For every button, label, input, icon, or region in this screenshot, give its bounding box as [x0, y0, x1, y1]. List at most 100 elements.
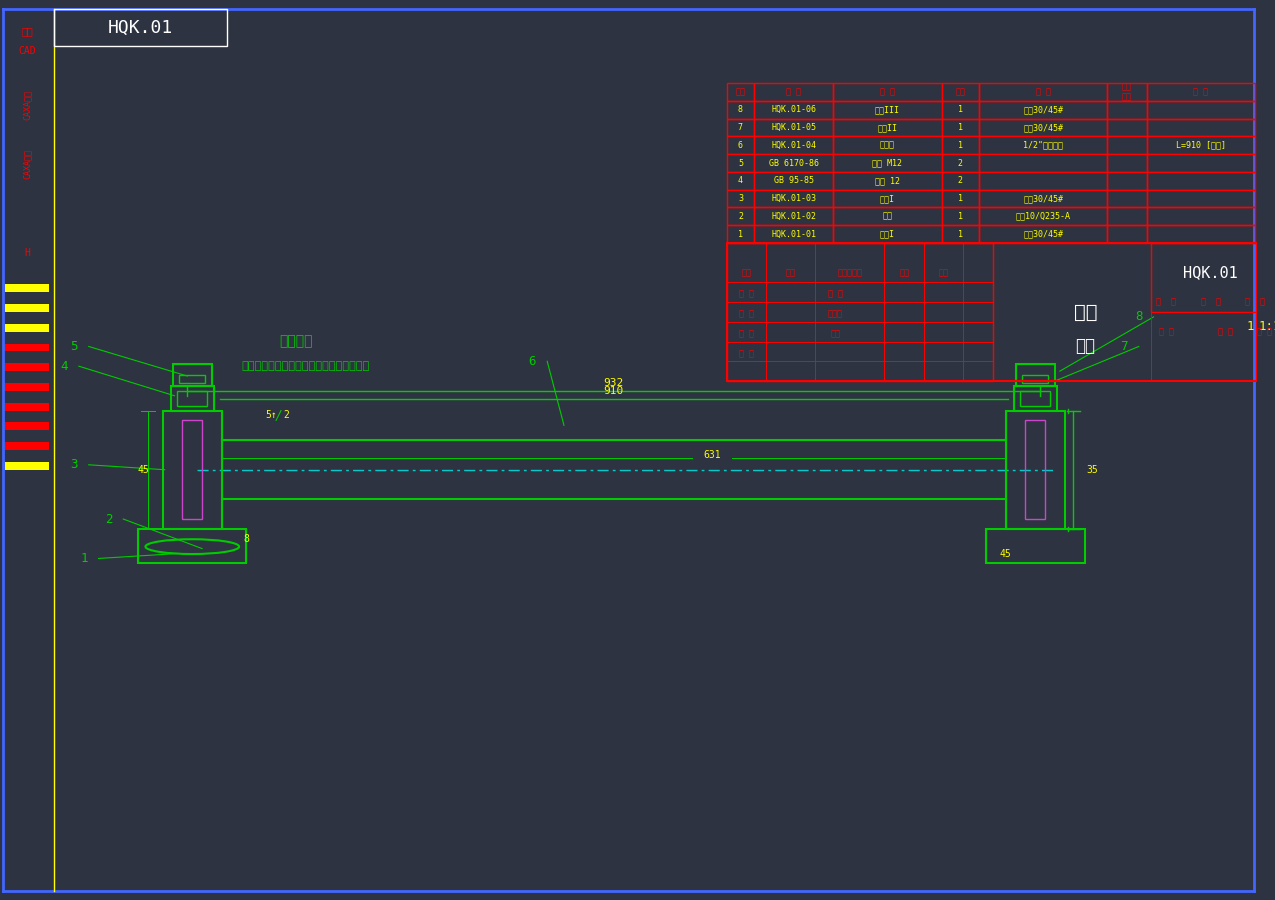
Text: 第 张: 第 张	[1218, 328, 1233, 337]
Text: 2: 2	[958, 158, 963, 167]
Bar	[833, 172, 941, 190]
Text: 共  张: 共 张	[1156, 298, 1176, 307]
Bar	[5, 442, 50, 450]
Bar	[833, 137, 941, 154]
Bar	[755, 172, 833, 190]
Text: 4: 4	[60, 360, 68, 373]
Bar	[727, 243, 993, 381]
Text: 45: 45	[138, 464, 149, 474]
Bar	[1146, 190, 1255, 208]
Text: 序号: 序号	[736, 87, 746, 96]
Bar	[941, 137, 979, 154]
Bar	[1146, 208, 1255, 225]
Text: 6: 6	[529, 355, 537, 368]
Bar	[5, 422, 50, 430]
Bar	[979, 101, 1107, 119]
Bar	[979, 172, 1107, 190]
Bar	[755, 119, 833, 137]
Bar	[941, 172, 979, 190]
Text: 8: 8	[738, 105, 743, 114]
Text: 技术要求: 技术要求	[279, 335, 312, 348]
Bar	[5, 324, 50, 332]
Bar	[1107, 137, 1146, 154]
Text: 2: 2	[105, 512, 112, 526]
Text: 单件
重量: 单件 重量	[1122, 83, 1132, 102]
Bar	[182, 420, 203, 519]
Text: 910: 910	[603, 386, 623, 396]
Text: 签名: 签名	[22, 26, 33, 36]
Text: 日 期: 日 期	[738, 349, 754, 358]
Text: 第  张: 第 张	[1201, 298, 1220, 307]
Bar	[755, 190, 833, 208]
Bar	[941, 208, 979, 225]
Text: 垓圈 12: 垓圈 12	[875, 176, 900, 185]
Bar	[1146, 137, 1255, 154]
Bar	[1107, 154, 1146, 172]
Bar	[727, 83, 755, 101]
Bar	[979, 137, 1107, 154]
Bar	[1107, 172, 1146, 190]
Bar	[1020, 391, 1051, 406]
Bar	[941, 225, 979, 243]
Text: 35: 35	[1086, 464, 1098, 474]
Text: 932: 932	[603, 378, 623, 388]
Bar	[755, 208, 833, 225]
Bar	[1014, 386, 1057, 410]
Bar	[1151, 243, 1257, 312]
Bar	[941, 119, 979, 137]
Bar	[941, 154, 979, 172]
Text: 活层II: 活层II	[877, 123, 898, 132]
Text: HQK.01-06: HQK.01-06	[771, 105, 816, 114]
Text: HQK.01-05: HQK.01-05	[771, 123, 816, 132]
Text: 图刔30/45#: 图刔30/45#	[1023, 230, 1063, 238]
Text: 代 号: 代 号	[787, 87, 801, 96]
Text: CAXA制图: CAXA制图	[23, 90, 32, 120]
Bar	[755, 83, 833, 101]
Text: 1: 1	[738, 230, 743, 238]
Bar	[5, 284, 50, 292]
Text: CAXA制图: CAXA制图	[23, 149, 32, 179]
Text: 1/2"硅钉层面: 1/2"硅钉层面	[1023, 140, 1063, 149]
Text: 第 张: 第 张	[1257, 328, 1272, 337]
Bar	[1146, 83, 1255, 101]
Bar	[941, 101, 979, 119]
Text: 贝母 M12: 贝母 M12	[872, 158, 903, 167]
Text: 导杆: 导杆	[882, 212, 892, 220]
Bar	[1146, 225, 1255, 243]
Text: 1: 1	[958, 140, 963, 149]
Text: HQK.01-03: HQK.01-03	[771, 194, 816, 203]
Text: 5: 5	[738, 158, 743, 167]
Bar	[833, 101, 941, 119]
Text: L=910 [无届]: L=910 [无届]	[1176, 140, 1225, 149]
Bar	[833, 225, 941, 243]
Bar	[5, 364, 50, 371]
Bar	[1107, 101, 1146, 119]
Bar	[727, 154, 755, 172]
Text: 导向杆: 导向杆	[880, 140, 895, 149]
Text: 审 查: 审 查	[738, 329, 754, 338]
Text: 7: 7	[1121, 340, 1127, 353]
Text: 2: 2	[958, 176, 963, 185]
Bar	[727, 137, 755, 154]
Text: 导杆: 导杆	[1074, 302, 1098, 321]
Bar	[979, 83, 1107, 101]
Bar	[755, 154, 833, 172]
Text: 1:1: 1:1	[1258, 320, 1275, 333]
Bar	[1107, 208, 1146, 225]
Text: 1: 1	[958, 105, 963, 114]
Bar	[979, 208, 1107, 225]
Bar	[1107, 83, 1146, 101]
Bar	[1146, 154, 1255, 172]
Text: 标准化: 标准化	[827, 310, 843, 319]
Bar	[138, 529, 246, 563]
Text: 1: 1	[958, 194, 963, 203]
Bar	[1025, 420, 1046, 519]
Bar	[833, 154, 941, 172]
Text: 单 位: 单 位	[1159, 328, 1174, 337]
Bar	[1146, 119, 1255, 137]
Text: 日期: 日期	[938, 268, 949, 277]
Bar	[5, 344, 50, 351]
Text: 第  张: 第 张	[1244, 298, 1265, 307]
Text: CAD: CAD	[18, 46, 36, 56]
Text: 1: 1	[958, 230, 963, 238]
